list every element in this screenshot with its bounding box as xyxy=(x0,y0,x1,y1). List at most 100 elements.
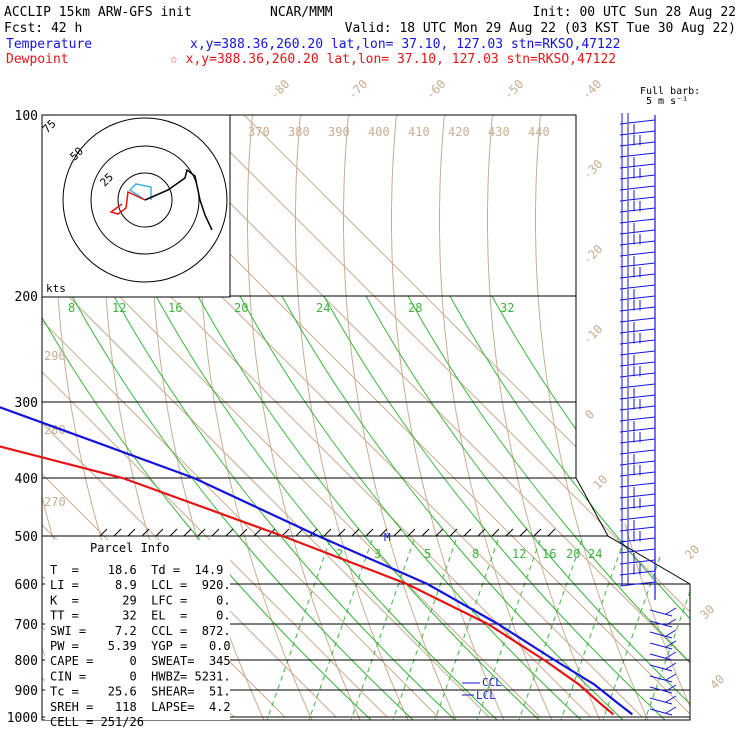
wind-barb xyxy=(619,333,656,345)
valid-time: Valid: 18 UTC Mon 29 Aug 22 (03 KST Tue … xyxy=(345,21,736,36)
wind-barb xyxy=(619,355,656,367)
wind-barb xyxy=(619,168,656,180)
theta-label: 410 xyxy=(408,125,430,139)
mixing-ratio-upper-label: 24 xyxy=(316,301,330,315)
wind-barb-low xyxy=(649,618,677,628)
mixing-ratio-line xyxy=(434,539,499,720)
wind-barb xyxy=(619,190,656,202)
hodograph-ring-75 xyxy=(62,117,228,283)
isotherm-side-label: -10 xyxy=(580,322,605,347)
level-hatch xyxy=(183,528,192,537)
theta-label: 390 xyxy=(328,125,350,139)
temperature-trace xyxy=(0,406,633,716)
level-hatch xyxy=(477,528,486,537)
hodograph-units: kts xyxy=(46,282,66,295)
wind-barb-low xyxy=(649,629,677,639)
parcel-info-row: LI = 8.9 LCL = 920. xyxy=(50,578,231,592)
wind-barb xyxy=(619,212,656,224)
mixing-ratio-line xyxy=(560,539,625,720)
wind-barb xyxy=(619,443,656,455)
isotherm-line xyxy=(42,115,337,718)
wind-barb xyxy=(619,421,656,433)
level-hatch xyxy=(239,528,248,537)
dry-adiabat xyxy=(391,115,505,720)
wind-barb-low xyxy=(649,695,677,705)
parcel-info-row: CAPE = 0 SWEAT= 345 xyxy=(50,654,231,668)
barb-legend-units: 5 m s⁻¹ xyxy=(646,96,688,107)
isotherm-side-label: 30 xyxy=(697,602,717,622)
dry-adiabat xyxy=(295,115,409,720)
dry-adiabat xyxy=(343,115,457,720)
wind-barb xyxy=(619,553,656,565)
wind-barb xyxy=(619,157,656,169)
wind-barb xyxy=(619,289,656,301)
wind-barb xyxy=(619,344,656,356)
isotherm-side-label: -30 xyxy=(580,157,605,182)
sounding-traces xyxy=(0,406,633,716)
wind-barb xyxy=(619,399,656,411)
level-hatch xyxy=(547,528,556,537)
dry-adiabat xyxy=(631,115,690,720)
isotherm-top-label: -80 xyxy=(267,77,292,102)
wind-barb xyxy=(619,223,656,235)
mixing-ratio-upper-label: 12 xyxy=(112,301,126,315)
wind-barb xyxy=(619,311,656,323)
pressure-label-300: 300 xyxy=(15,396,38,411)
isotherm-side-label: 10 xyxy=(590,472,610,492)
moist-adiabat xyxy=(365,295,690,720)
isotherm-side-label: 0 xyxy=(582,407,597,422)
mixing-ratio-lower-label: 2 xyxy=(336,547,343,561)
wind-barb xyxy=(619,179,656,191)
level-hatch xyxy=(365,528,374,537)
parcel-info-row: PW = 5.39 YGP = 0.0 xyxy=(50,639,231,653)
wind-barb xyxy=(619,322,656,334)
mixing-ratio-upper-label: 32 xyxy=(500,301,514,315)
pressure-label-700: 700 xyxy=(15,618,38,633)
parcel-info-row: CELL = 251/26 xyxy=(50,715,144,729)
ccl-label: CCL xyxy=(482,676,502,689)
dewpoint-trace xyxy=(0,445,615,716)
level-hatch xyxy=(113,528,122,537)
barb-legend-title: Full barb: xyxy=(640,86,700,97)
mixing-ratio-lower-label: 12 xyxy=(512,547,526,561)
theta-label: 380 xyxy=(288,125,310,139)
moist-adiabat xyxy=(407,295,690,720)
isotherm-line xyxy=(42,115,388,718)
pressure-label-400: 400 xyxy=(15,472,38,487)
theta-label: 440 xyxy=(528,125,550,139)
mixing-ratio-upper-label: 28 xyxy=(408,301,422,315)
wind-barb-low xyxy=(649,607,677,617)
dewpoint-legend: Dewpoint xyxy=(6,52,69,67)
parcel-info-row: SREH = 118 LAPSE= 4.2 xyxy=(50,700,231,714)
level-hatch xyxy=(281,528,290,537)
theta-label: 400 xyxy=(368,125,390,139)
mixing-ratio-line xyxy=(392,539,457,720)
wind-barb-low xyxy=(649,706,677,716)
mixing-ratio-lower-label: 3 xyxy=(374,547,381,561)
mixing-ratio-line xyxy=(350,539,415,720)
dry-adiabat xyxy=(487,115,601,720)
hodograph: 75 50 25 kts xyxy=(40,114,231,298)
mixing-ratio-upper-label: 16 xyxy=(168,301,182,315)
isotherm-side-label: 40 xyxy=(707,672,727,692)
wind-barb xyxy=(619,432,656,444)
hodograph-trace-dew xyxy=(109,190,146,215)
wind-barb xyxy=(619,201,656,213)
isotherm-side-label: -20 xyxy=(580,242,605,267)
wind-barb xyxy=(619,300,656,312)
wind-barb xyxy=(619,564,656,576)
level-hatch xyxy=(449,528,458,537)
wind-barbs xyxy=(619,113,677,716)
wind-barb xyxy=(619,465,656,477)
dewpoint-station-info: ☆ x,y=388.36,260.20 lat,lon= 37.10, 127.… xyxy=(170,52,616,67)
wind-barb-low xyxy=(649,662,677,672)
temperature-legend: Temperature xyxy=(6,37,92,52)
pressure-label-900: 900 xyxy=(15,684,38,699)
level-hatch xyxy=(169,528,178,537)
theta-left-label: 270 xyxy=(44,495,66,509)
wind-barb-low xyxy=(649,673,677,683)
level-hatch xyxy=(99,528,108,537)
theta-label: 370 xyxy=(248,125,270,139)
wind-barb xyxy=(619,366,656,378)
dry-adiabat xyxy=(679,115,690,720)
